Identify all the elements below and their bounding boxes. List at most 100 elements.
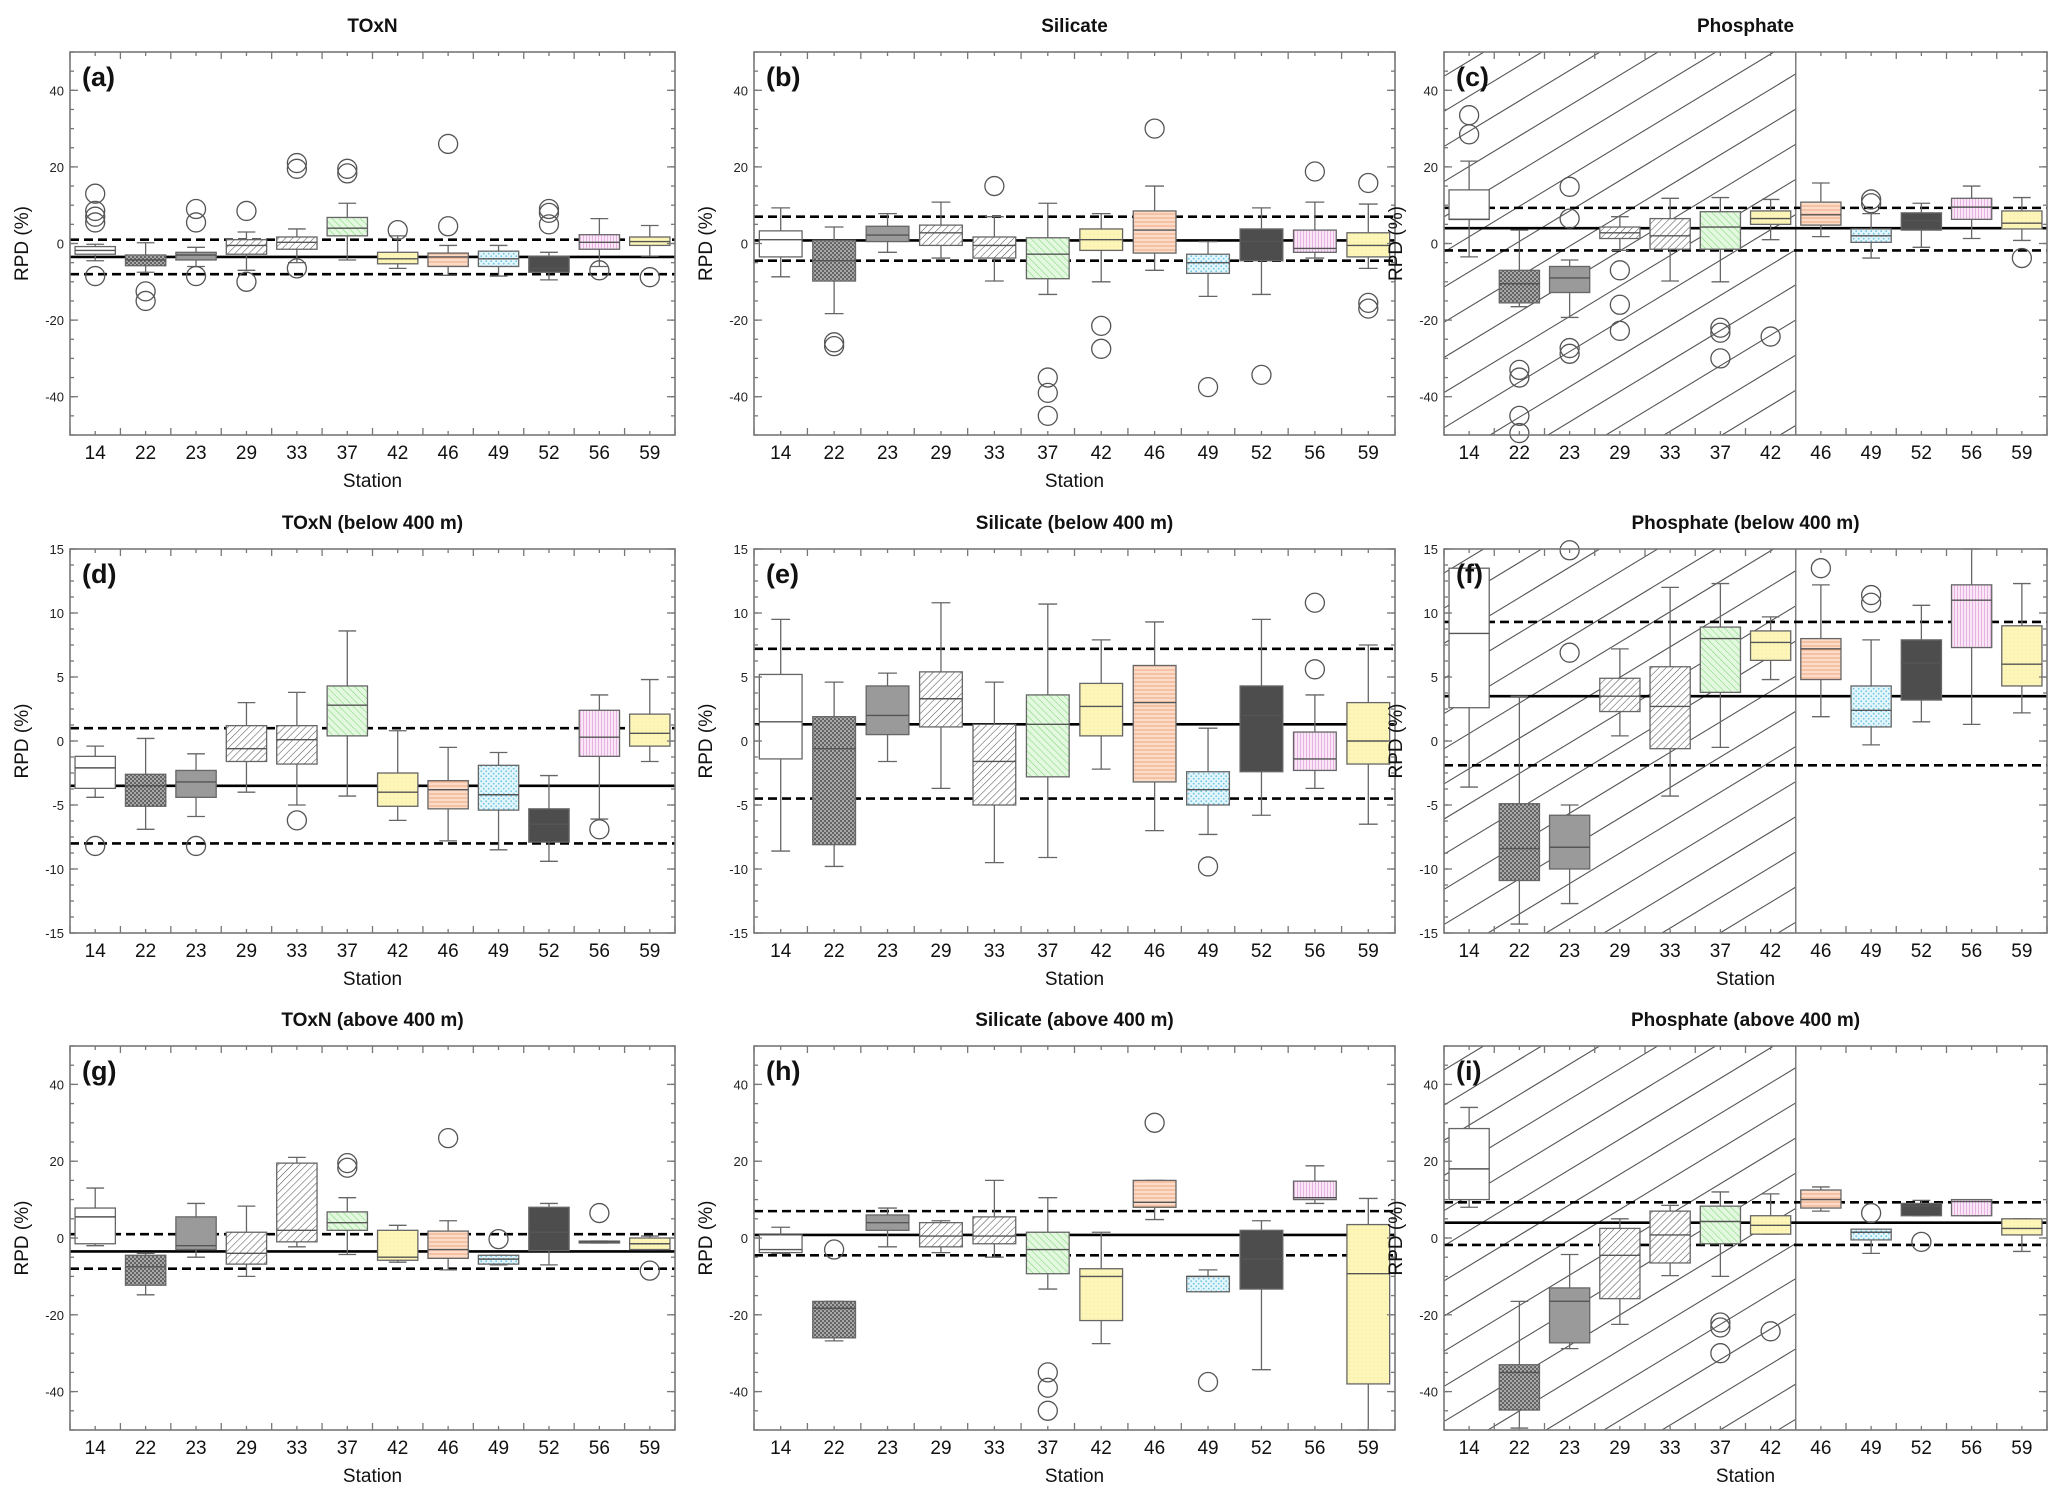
y-tick-label: 20	[50, 160, 64, 175]
y-tick-label: 0	[57, 734, 64, 749]
x-tick-label: 59	[1358, 1438, 1379, 1459]
x-tick-label: 42	[387, 1438, 408, 1459]
outlier-point	[1037, 1362, 1058, 1383]
outlier-point	[488, 1229, 509, 1250]
box-iqr	[326, 685, 369, 737]
box-station-33	[276, 691, 318, 831]
box-iqr	[477, 764, 520, 811]
x-tick-label: 56	[1961, 443, 1982, 464]
box-station-56	[1292, 161, 1337, 259]
box-station-33	[1649, 586, 1691, 797]
box-iqr	[376, 251, 419, 265]
box-station-37	[326, 630, 369, 797]
y-tick-label: -5	[736, 798, 748, 813]
outlier-point	[589, 1202, 610, 1224]
hatch-line	[1487, 1242, 1796, 1430]
box-iqr	[1448, 567, 1490, 709]
box-station-22	[812, 226, 857, 357]
box-iqr	[1079, 1268, 1124, 1322]
x-tick-label: 46	[1144, 941, 1165, 962]
outlier-point	[1458, 124, 1480, 145]
box-station-33	[276, 152, 318, 279]
box-station-37	[1025, 1197, 1070, 1421]
outlier-point	[1559, 208, 1580, 229]
y-axis-label: RPD (%)	[696, 206, 717, 281]
box-iqr	[1186, 253, 1231, 275]
box-iqr	[1292, 229, 1337, 253]
hatch-line	[1547, 284, 1796, 435]
hatch-line	[1719, 1383, 1796, 1430]
outlier-point	[337, 158, 358, 179]
x-tick-label: 33	[1660, 941, 1681, 962]
x-axis-label: Station	[1716, 1466, 1775, 1487]
box-station-52	[1900, 202, 1943, 248]
box-iqr	[225, 724, 268, 763]
x-tick-label: 52	[1251, 941, 1272, 962]
x-tick-label: 37	[337, 1438, 358, 1459]
box-station-33	[276, 1156, 318, 1248]
box-station-14	[1448, 1106, 1490, 1208]
box-iqr	[276, 1162, 318, 1243]
box-station-46	[1800, 1186, 1842, 1212]
box-station-59	[628, 1235, 671, 1281]
box-station-29	[918, 1220, 963, 1254]
box-iqr	[1749, 630, 1792, 662]
box-iqr	[1800, 637, 1842, 681]
box-station-33	[972, 175, 1017, 282]
box-iqr	[972, 236, 1017, 259]
x-tick-label: 37	[1710, 1438, 1731, 1459]
panel-label: (f)	[1456, 559, 1483, 589]
x-tick-label: 37	[1710, 941, 1731, 962]
outlier-point	[1609, 260, 1631, 281]
x-tick-label: 22	[135, 1438, 156, 1459]
box-iqr	[1132, 210, 1177, 254]
box-iqr	[2001, 1218, 2043, 1236]
x-tick-label: 14	[85, 443, 107, 464]
hatch-line	[1779, 424, 1796, 435]
x-tick-label: 14	[1459, 941, 1481, 962]
y-tick-label: 0	[741, 1231, 748, 1246]
x-tick-label: 42	[387, 443, 408, 464]
outlier-point	[1760, 1321, 1781, 1342]
box-station-56	[578, 217, 621, 281]
outlier-point	[984, 175, 1005, 197]
x-tick-label: 29	[930, 443, 951, 464]
x-tick-label: 14	[85, 941, 107, 962]
y-tick-label: -20	[1419, 1308, 1438, 1323]
box-station-56	[578, 1202, 621, 1244]
panel-f: Phosphate (below 400 m) 14 22 23 29 33 37 42 46 4…	[1386, 513, 2048, 990]
panel-title: Silicate (above 400 m)	[975, 1010, 1174, 1031]
outlier-point	[286, 158, 308, 179]
outlier-point	[1860, 193, 1882, 214]
y-tick-label: -15	[729, 926, 748, 941]
hatch-line	[1444, 213, 1796, 429]
hatch-line	[1838, 52, 2067, 435]
hatch-line	[1545, 1277, 1796, 1430]
box-station-23	[175, 1202, 217, 1258]
outlier-point	[1860, 1202, 1882, 1224]
box-iqr	[1132, 1179, 1177, 1208]
outlier-point	[1358, 298, 1379, 319]
x-tick-label: 59	[2011, 1438, 2032, 1459]
box-iqr	[175, 251, 217, 261]
outlier-point	[1197, 1371, 1219, 1393]
box-iqr	[225, 239, 268, 255]
x-tick-label: 52	[1911, 1438, 1932, 1459]
x-tick-label: 37	[337, 941, 358, 962]
x-tick-label: 56	[1304, 443, 1325, 464]
x-tick-label: 46	[438, 941, 459, 962]
box-station-33	[972, 1179, 1017, 1258]
box-station-37	[326, 1152, 369, 1256]
outlier-point	[85, 212, 106, 233]
x-tick-label: 42	[1091, 1438, 1112, 1459]
box-iqr	[918, 224, 963, 247]
x-tick-label: 22	[135, 443, 156, 464]
box-iqr	[1498, 803, 1541, 882]
outlier-point	[387, 219, 408, 241]
x-tick-label: 49	[488, 941, 509, 962]
box-station-52	[1239, 1220, 1284, 1371]
outlier-point	[437, 133, 459, 155]
box-station-52	[1239, 618, 1284, 816]
box-station-49	[477, 244, 520, 277]
y-axis-label: RPD (%)	[1386, 704, 1407, 779]
